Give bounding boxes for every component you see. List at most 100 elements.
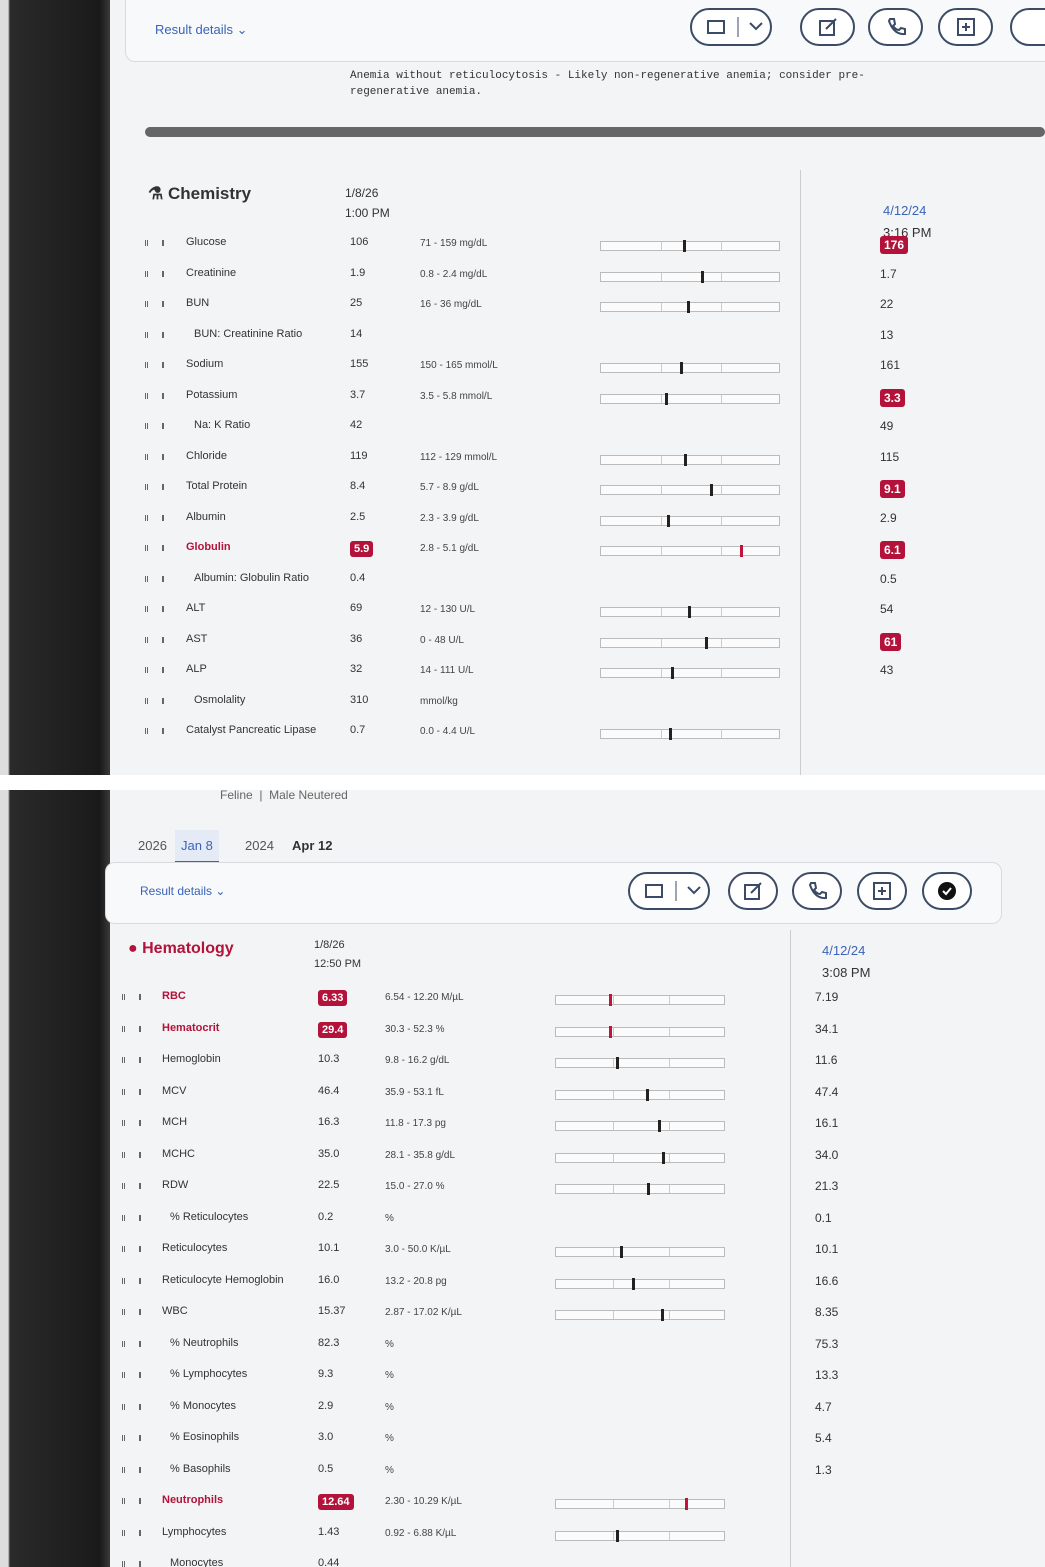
date: 4/12/24 [883,203,927,218]
add-button[interactable] [857,872,907,910]
date-tab[interactable]: Apr 12 [292,838,333,853]
result-value: 16.3 [318,1116,340,1128]
previous-value: 7.19 [815,990,839,1004]
previous-value: 4.7 [815,1399,832,1414]
row-icon [145,667,164,673]
patient-info: Feline | Male Neutered [220,790,348,802]
reference-range: 5.7 - 8.9 g/dL [420,482,479,493]
more-button[interactable] [1010,8,1045,46]
date-tab[interactable]: Jan 8 [175,830,219,863]
previous-date: 4/12/24 3:08 PM [822,940,870,984]
range-segment [669,1122,671,1130]
share-icon [818,18,837,36]
range-segment [669,1153,671,1162]
print-button[interactable] [628,872,710,910]
range-segment [661,547,662,555]
reference-range: 150 - 165 mmol/L [420,360,498,371]
result-details[interactable]: Result details ⌄ [140,884,226,898]
range-marker [608,1025,612,1038]
scrollbar [145,127,1045,137]
call-button[interactable] [868,8,923,46]
result-value: 36 [350,632,363,645]
row-icon [145,301,164,307]
previous-value: 16.6 [815,1273,839,1288]
reference-range: 3.0 - 50.0 K/µL [385,1244,451,1255]
range-marker [688,606,692,618]
add-button[interactable] [938,8,993,46]
previous-value: 21.3 [815,1179,839,1193]
result-value: 15.37 [318,1305,346,1317]
range-segment [721,364,722,372]
range-segment [661,364,662,372]
range-segment [721,730,722,738]
analyte-name: Albumin [186,510,226,523]
range-segment [721,303,722,311]
range-bar [555,1277,725,1290]
reference-range: 2.8 - 5.1 g/dL [420,543,479,554]
row-icon [122,1340,141,1347]
section-label: Hematology [142,940,234,957]
range-bar [600,301,780,313]
range-bar [600,667,780,679]
range-segment [612,1059,614,1067]
analyte-name: MCV [162,1084,187,1097]
share-button[interactable] [728,872,778,910]
range-marker [670,667,674,679]
range-marker [664,392,668,405]
result-value: 69 [350,602,363,614]
range-segment [612,1027,614,1036]
previous-value: 13.3 [815,1368,839,1382]
range-bar [600,453,780,466]
analyte-name: % Monocytes [170,1399,237,1412]
share-button[interactable] [800,8,855,46]
call-button[interactable] [792,872,842,910]
range-bar [600,362,780,374]
range-bar [555,1529,725,1542]
range-segment [669,996,671,1004]
row-icon [145,606,164,612]
range-bar [555,1183,725,1195]
range-bar [555,1120,725,1132]
row-icon [145,392,164,399]
analyte-name: RBC [162,990,186,1002]
result-value: 0.4 [350,571,366,584]
result-value: 2.5 [350,510,366,523]
result-value: 0.5 [318,1462,334,1475]
range-segment [721,242,722,250]
range-segment [669,1311,671,1319]
row-icon [122,1466,141,1473]
analyte-name: Globulin [186,541,231,553]
analyte-name: % Neutrophils [170,1336,239,1349]
previous-value: 47.4 [815,1084,839,1099]
complete-button[interactable] [922,872,972,910]
reference-range: 11.8 - 17.3 pg [385,1118,446,1129]
previous-value: 3.3 [880,388,905,407]
analyte-name: Potassium [186,388,238,401]
result-value: 5.9 [350,541,374,557]
range-marker [667,514,670,527]
previous-value: 34.1 [815,1021,839,1036]
result-value: 14 [350,327,363,340]
analyte-name: Lymphocytes [162,1525,227,1538]
interpretation-note: Anemia without reticulocytosis - Likely … [350,70,865,98]
previous-value: 16.1 [815,1116,839,1130]
range-segment [661,516,662,525]
result-value: 0.7 [350,724,366,736]
screen [110,0,1045,775]
range-segment [721,394,722,403]
previous-value: 2.9 [880,510,897,525]
year: 2024 [245,838,274,853]
range-segment [612,1248,614,1256]
date: 1/8/26 [314,939,345,951]
row-icon [145,423,164,429]
analyte-name: ALP [186,663,207,675]
range-segment [669,1279,671,1288]
analyte-name: Hematocrit [162,1021,220,1034]
result-details[interactable]: Result details ⌄ [155,22,248,37]
print-button[interactable] [690,8,772,46]
analyte-name: RDW [162,1179,189,1191]
analyte-name: Hemoglobin [162,1053,221,1065]
reference-range: % [385,1401,394,1413]
previous-value: 11.6 [815,1053,838,1067]
previous-value: 34.0 [815,1147,839,1162]
